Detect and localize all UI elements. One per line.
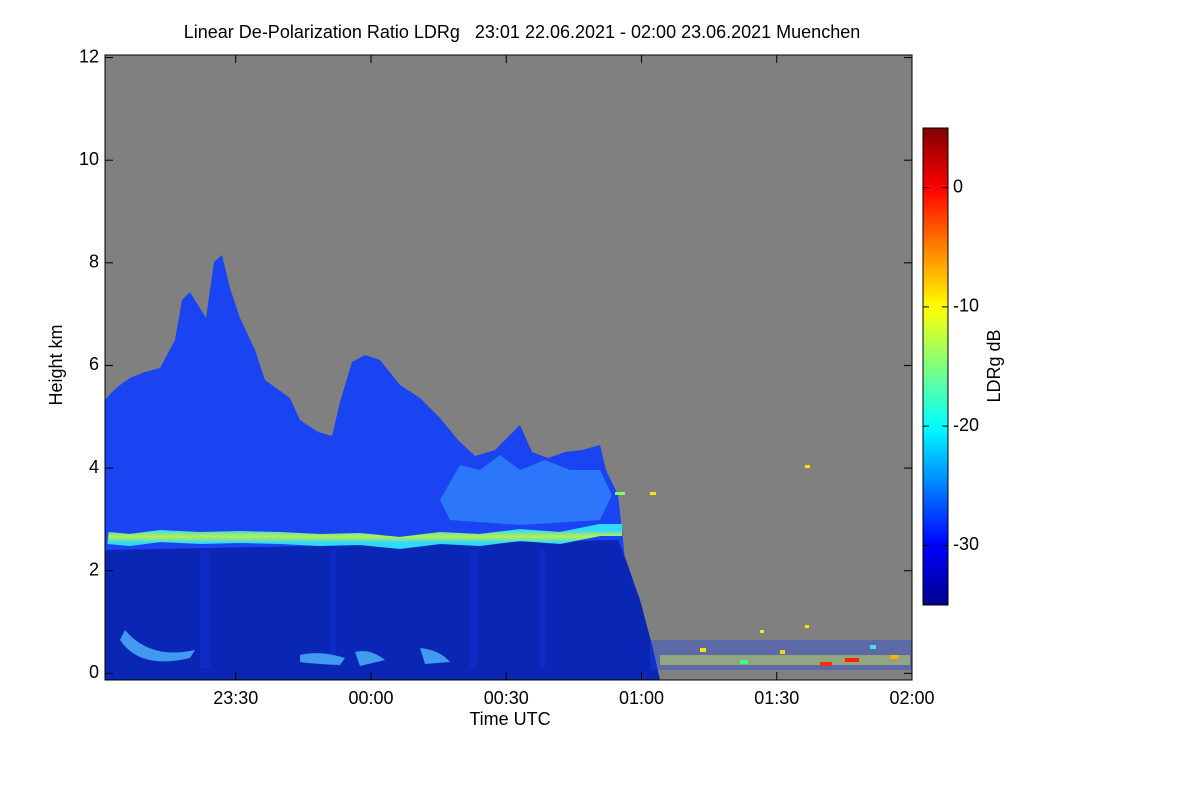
y-tick-label: 8: [89, 252, 99, 272]
y-tick-label: 0: [89, 662, 99, 682]
y-tick-label: 2: [89, 559, 99, 579]
lower-streaks: [200, 550, 545, 668]
colorbar-tick-label: -20: [953, 415, 979, 435]
plot-frame: [104, 54, 913, 681]
x-tick-label: 00:30: [484, 688, 529, 708]
x-tick-label: 02:00: [889, 688, 934, 708]
x-tick-label: 01:00: [619, 688, 664, 708]
x-tick-label: 23:30: [213, 688, 258, 708]
y-axis-label: Height km: [46, 324, 66, 405]
upper-cirrus: [440, 455, 612, 525]
lower-layer: [105, 540, 660, 680]
y-tick-label: 4: [89, 457, 99, 477]
low-features: [120, 630, 450, 666]
x-tick-label: 01:30: [754, 688, 799, 708]
colorbar-tick-label: -30: [953, 534, 979, 554]
y-tick-label: 6: [89, 354, 99, 374]
low-noise: [615, 465, 912, 670]
melting-layer: [107, 524, 622, 550]
heatmap-image: [105, 255, 912, 680]
colorbar-tick-label: -10: [953, 296, 979, 316]
colorbar: [922, 127, 949, 606]
x-axis-label: Time UTC: [469, 709, 550, 729]
x-tick-label: 00:00: [348, 688, 393, 708]
y-tick-label: 12: [79, 46, 99, 66]
colorbar-tick-label: 0: [953, 176, 963, 196]
y-tick-label: 10: [79, 149, 99, 169]
chart-title: Linear De-Polarization Ratio LDRg 23:01 …: [184, 22, 860, 42]
colorbar-label: LDRg dB: [984, 329, 1004, 402]
